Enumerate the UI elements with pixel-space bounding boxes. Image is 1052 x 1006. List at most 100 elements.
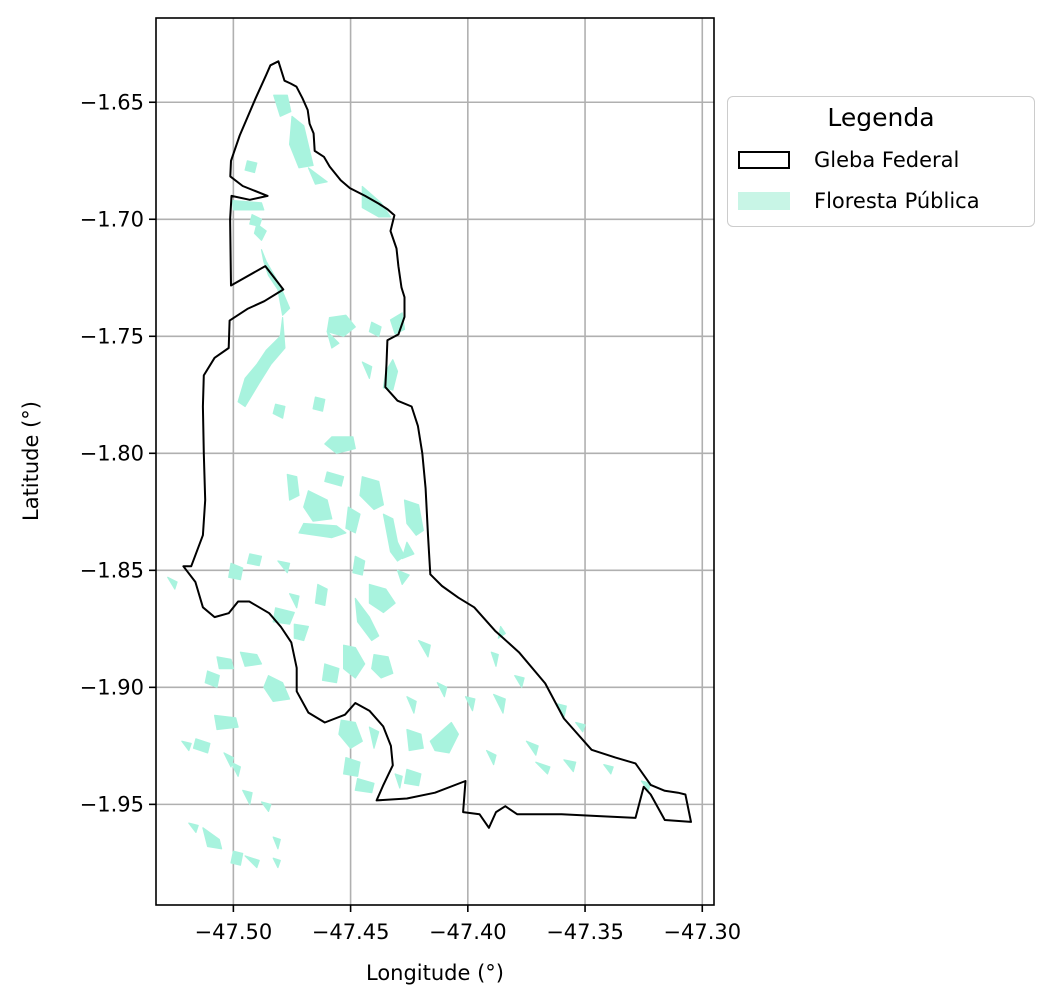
forest-patch bbox=[396, 569, 410, 586]
forest-patch bbox=[231, 199, 265, 211]
forest-patch bbox=[354, 597, 380, 642]
forest-patch bbox=[237, 317, 286, 408]
forest-patch bbox=[272, 607, 295, 625]
legend-title: Legenda bbox=[827, 103, 935, 132]
forest-patch bbox=[563, 759, 577, 773]
forest-patch bbox=[244, 160, 258, 174]
x-tick-label: −47.40 bbox=[429, 920, 507, 944]
forest-patch bbox=[359, 476, 384, 511]
forest-patch bbox=[230, 850, 244, 866]
y-axis-title: Latitude (°) bbox=[19, 401, 43, 521]
y-tick-label: −1.95 bbox=[80, 792, 144, 816]
forest-patch bbox=[394, 773, 403, 789]
forest-patch bbox=[343, 644, 366, 679]
legend: Legenda Gleba Federal Floresta Pública bbox=[727, 96, 1035, 227]
forest-patch bbox=[326, 331, 340, 349]
forest-patch bbox=[493, 693, 506, 714]
forest-patch bbox=[418, 639, 431, 658]
forest-patch bbox=[575, 721, 586, 733]
forest-patch bbox=[242, 789, 253, 806]
forest-patch bbox=[192, 738, 211, 754]
forest-patch bbox=[228, 562, 244, 581]
legend-item-floresta-publica: Floresta Pública bbox=[738, 186, 980, 216]
y-tick-label: −1.85 bbox=[80, 558, 144, 582]
forest-patch bbox=[289, 115, 314, 169]
forest-patch bbox=[338, 719, 363, 749]
plot-frame bbox=[155, 17, 715, 906]
forest-patch bbox=[307, 167, 328, 185]
legend-label: Gleba Federal bbox=[814, 148, 960, 172]
forest-patch bbox=[603, 763, 614, 775]
forest-patch bbox=[293, 623, 309, 642]
forest-patch bbox=[354, 777, 375, 794]
forest-patch bbox=[368, 321, 382, 337]
forest-patch bbox=[303, 490, 333, 522]
legend-label: Floresta Pública bbox=[814, 189, 980, 213]
forest-patch bbox=[361, 361, 373, 379]
forest-patch bbox=[188, 822, 199, 834]
forest-patch bbox=[253, 223, 267, 241]
forest-patch bbox=[204, 670, 220, 688]
forest-patch bbox=[324, 436, 356, 454]
forest-patch bbox=[525, 740, 539, 756]
forest-patch bbox=[239, 651, 263, 667]
forest-patch bbox=[406, 696, 417, 714]
forest-patch bbox=[167, 576, 178, 590]
y-axis: −1.65 −1.70 −1.75 −1.80 −1.85 −1.90 −1.95 bbox=[80, 90, 156, 816]
forest-patch bbox=[326, 314, 356, 337]
forest-patch bbox=[486, 749, 497, 766]
y-tick-label: −1.90 bbox=[80, 675, 144, 699]
forest-patch bbox=[314, 583, 328, 607]
forest-patch bbox=[324, 471, 345, 487]
forest-patch bbox=[263, 674, 291, 703]
legend-item-gleba-federal: Gleba Federal bbox=[738, 145, 959, 175]
forest-patch bbox=[244, 855, 260, 869]
x-tick-label: −47.30 bbox=[663, 920, 741, 944]
forest-patch bbox=[260, 801, 272, 813]
forest-patch bbox=[406, 728, 424, 752]
forest-patch bbox=[464, 696, 476, 712]
y-tick-label: −1.65 bbox=[80, 90, 144, 114]
forest-patch bbox=[429, 721, 459, 754]
forest-patch bbox=[436, 682, 448, 698]
forest-patch bbox=[286, 473, 300, 501]
forest-patch bbox=[490, 651, 499, 667]
y-tick-label: −1.70 bbox=[80, 207, 144, 231]
forest-patch bbox=[368, 583, 396, 614]
forest-patch bbox=[321, 663, 340, 684]
gleba-federal-boundary bbox=[182, 60, 692, 829]
forest-patch bbox=[181, 740, 192, 752]
forest-patch bbox=[368, 726, 380, 749]
gleba-federal-layer bbox=[182, 60, 692, 829]
forest-patch bbox=[216, 656, 234, 670]
forest-patch bbox=[202, 827, 223, 850]
forest-patch bbox=[214, 714, 239, 731]
forest-patch bbox=[230, 761, 241, 777]
forest-patch bbox=[289, 593, 300, 609]
forest-patch bbox=[535, 761, 551, 775]
forest-patch bbox=[312, 396, 326, 412]
x-tick-label: −47.50 bbox=[195, 920, 273, 944]
grid bbox=[156, 18, 714, 905]
forest-patch bbox=[403, 768, 422, 787]
forest-patch bbox=[640, 780, 652, 791]
forest-patch bbox=[273, 94, 292, 117]
y-tick-label: −1.75 bbox=[80, 324, 144, 348]
forest-patch bbox=[345, 506, 361, 534]
x-tick-label: −47.45 bbox=[312, 920, 390, 944]
x-tick-label: −47.35 bbox=[546, 920, 624, 944]
forest-patch bbox=[343, 756, 361, 777]
forest-patch bbox=[272, 403, 286, 419]
forest-patch bbox=[298, 522, 347, 539]
x-axis-title: Longitude (°) bbox=[366, 961, 504, 985]
floresta-publica-layer bbox=[167, 94, 652, 869]
forest-patch bbox=[371, 653, 394, 679]
forest-patch bbox=[514, 674, 525, 688]
forest-patch bbox=[277, 560, 291, 574]
forest-patch bbox=[352, 555, 366, 576]
forest-patch bbox=[246, 553, 263, 567]
forest-patch bbox=[403, 499, 424, 536]
x-axis: −47.50 −47.45 −47.40 −47.35 −47.30 bbox=[195, 905, 741, 944]
y-tick-label: −1.80 bbox=[80, 441, 144, 465]
forest-patch bbox=[272, 857, 281, 869]
